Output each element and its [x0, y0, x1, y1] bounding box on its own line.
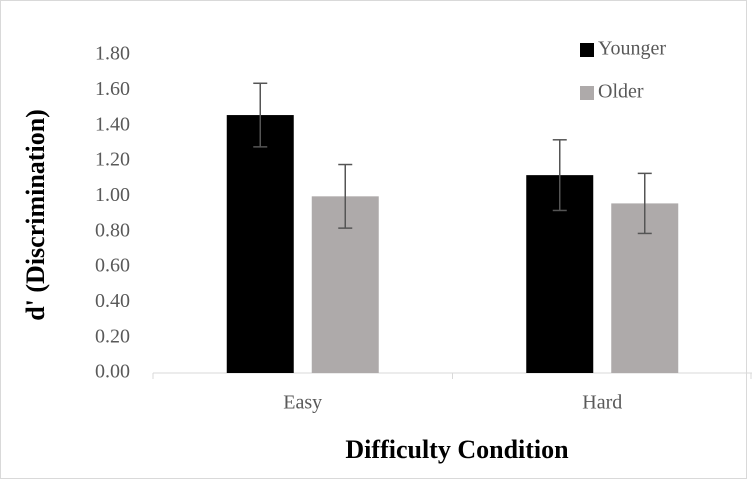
legend-swatch: [580, 43, 594, 57]
y-axis-title: d' (Discrimination): [21, 109, 50, 321]
y-tick-label: 0.00: [95, 361, 130, 383]
y-tick-label: 1.60: [95, 78, 130, 100]
y-tick-label: 0.60: [95, 255, 130, 277]
y-tick-label: 0.80: [95, 219, 130, 241]
y-tick-label: 1.80: [95, 43, 130, 65]
x-tick-label: Hard: [582, 392, 622, 414]
y-tick-label: 1.40: [95, 113, 130, 135]
x-tick-label: Easy: [283, 392, 322, 414]
legend-label: Older: [598, 81, 644, 103]
legend-swatch: [580, 86, 594, 100]
bar: [226, 115, 294, 374]
x-axis-title: Difficulty Condition: [345, 435, 569, 464]
y-tick-label: 1.00: [95, 184, 130, 206]
y-tick-label: 0.40: [95, 290, 130, 312]
y-tick-label: 1.20: [95, 149, 130, 171]
legend-label: Younger: [598, 38, 666, 60]
y-tick-label: 0.20: [95, 325, 130, 347]
